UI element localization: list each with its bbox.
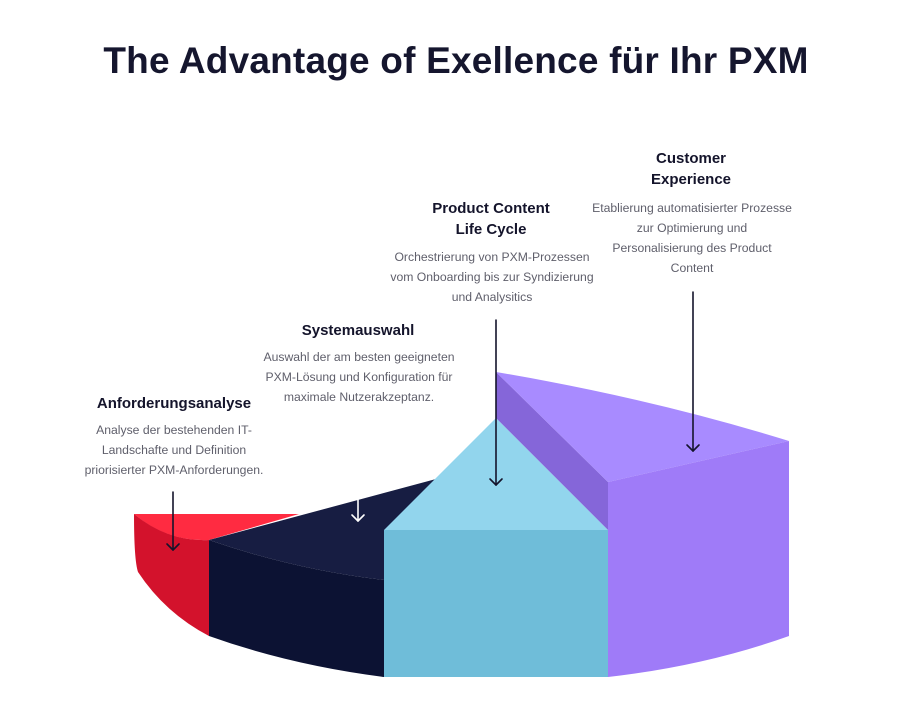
segment-anforderungsanalyse-top <box>134 514 299 541</box>
segment-customer-experience-front <box>608 441 789 677</box>
segment-systemauswahl-top <box>209 479 436 580</box>
stage-title-anforderungsanalyse: Anforderungsanalyse <box>96 395 252 412</box>
stage-title-customer-experience: Customer Experience <box>650 150 732 188</box>
stage-description-customer-experience: Etablierung automatisierter Prozesse zur… <box>592 201 792 275</box>
arrow-anforderungsanalyse <box>166 491 180 551</box>
segment-anforderungsanalyse <box>134 514 299 636</box>
arrow-systemauswahl <box>351 421 365 522</box>
segment-product-content-front <box>384 530 608 677</box>
segment-customer-experience-inner <box>496 372 608 530</box>
arrow-customer-experience <box>686 291 700 452</box>
stage-title-systemauswahl: Systemauswahl <box>301 322 415 339</box>
stage-description-anforderungsanalyse: Analyse der bestehenden IT-Landschafte u… <box>84 423 264 477</box>
segment-customer-experience-top <box>496 372 789 482</box>
segment-systemauswahl-side <box>209 540 384 677</box>
stage-description-systemauswahl: Auswahl der am besten geeigneten PXM-Lös… <box>263 350 455 404</box>
page-title: The Advantage of Exellence für Ihr PXM <box>103 40 809 81</box>
segment-customer-experience <box>496 372 789 677</box>
arrow-product-content-life-cycle <box>489 319 503 486</box>
stage-title-product-content-life-cycle: Product Content Life Cycle <box>432 200 550 238</box>
segment-anforderungsanalyse-side <box>134 514 209 636</box>
segment-systemauswahl <box>209 479 436 677</box>
stage-description-product-content-life-cycle: Orchestrierung von PXM-Prozessen vom Onb… <box>390 250 594 304</box>
